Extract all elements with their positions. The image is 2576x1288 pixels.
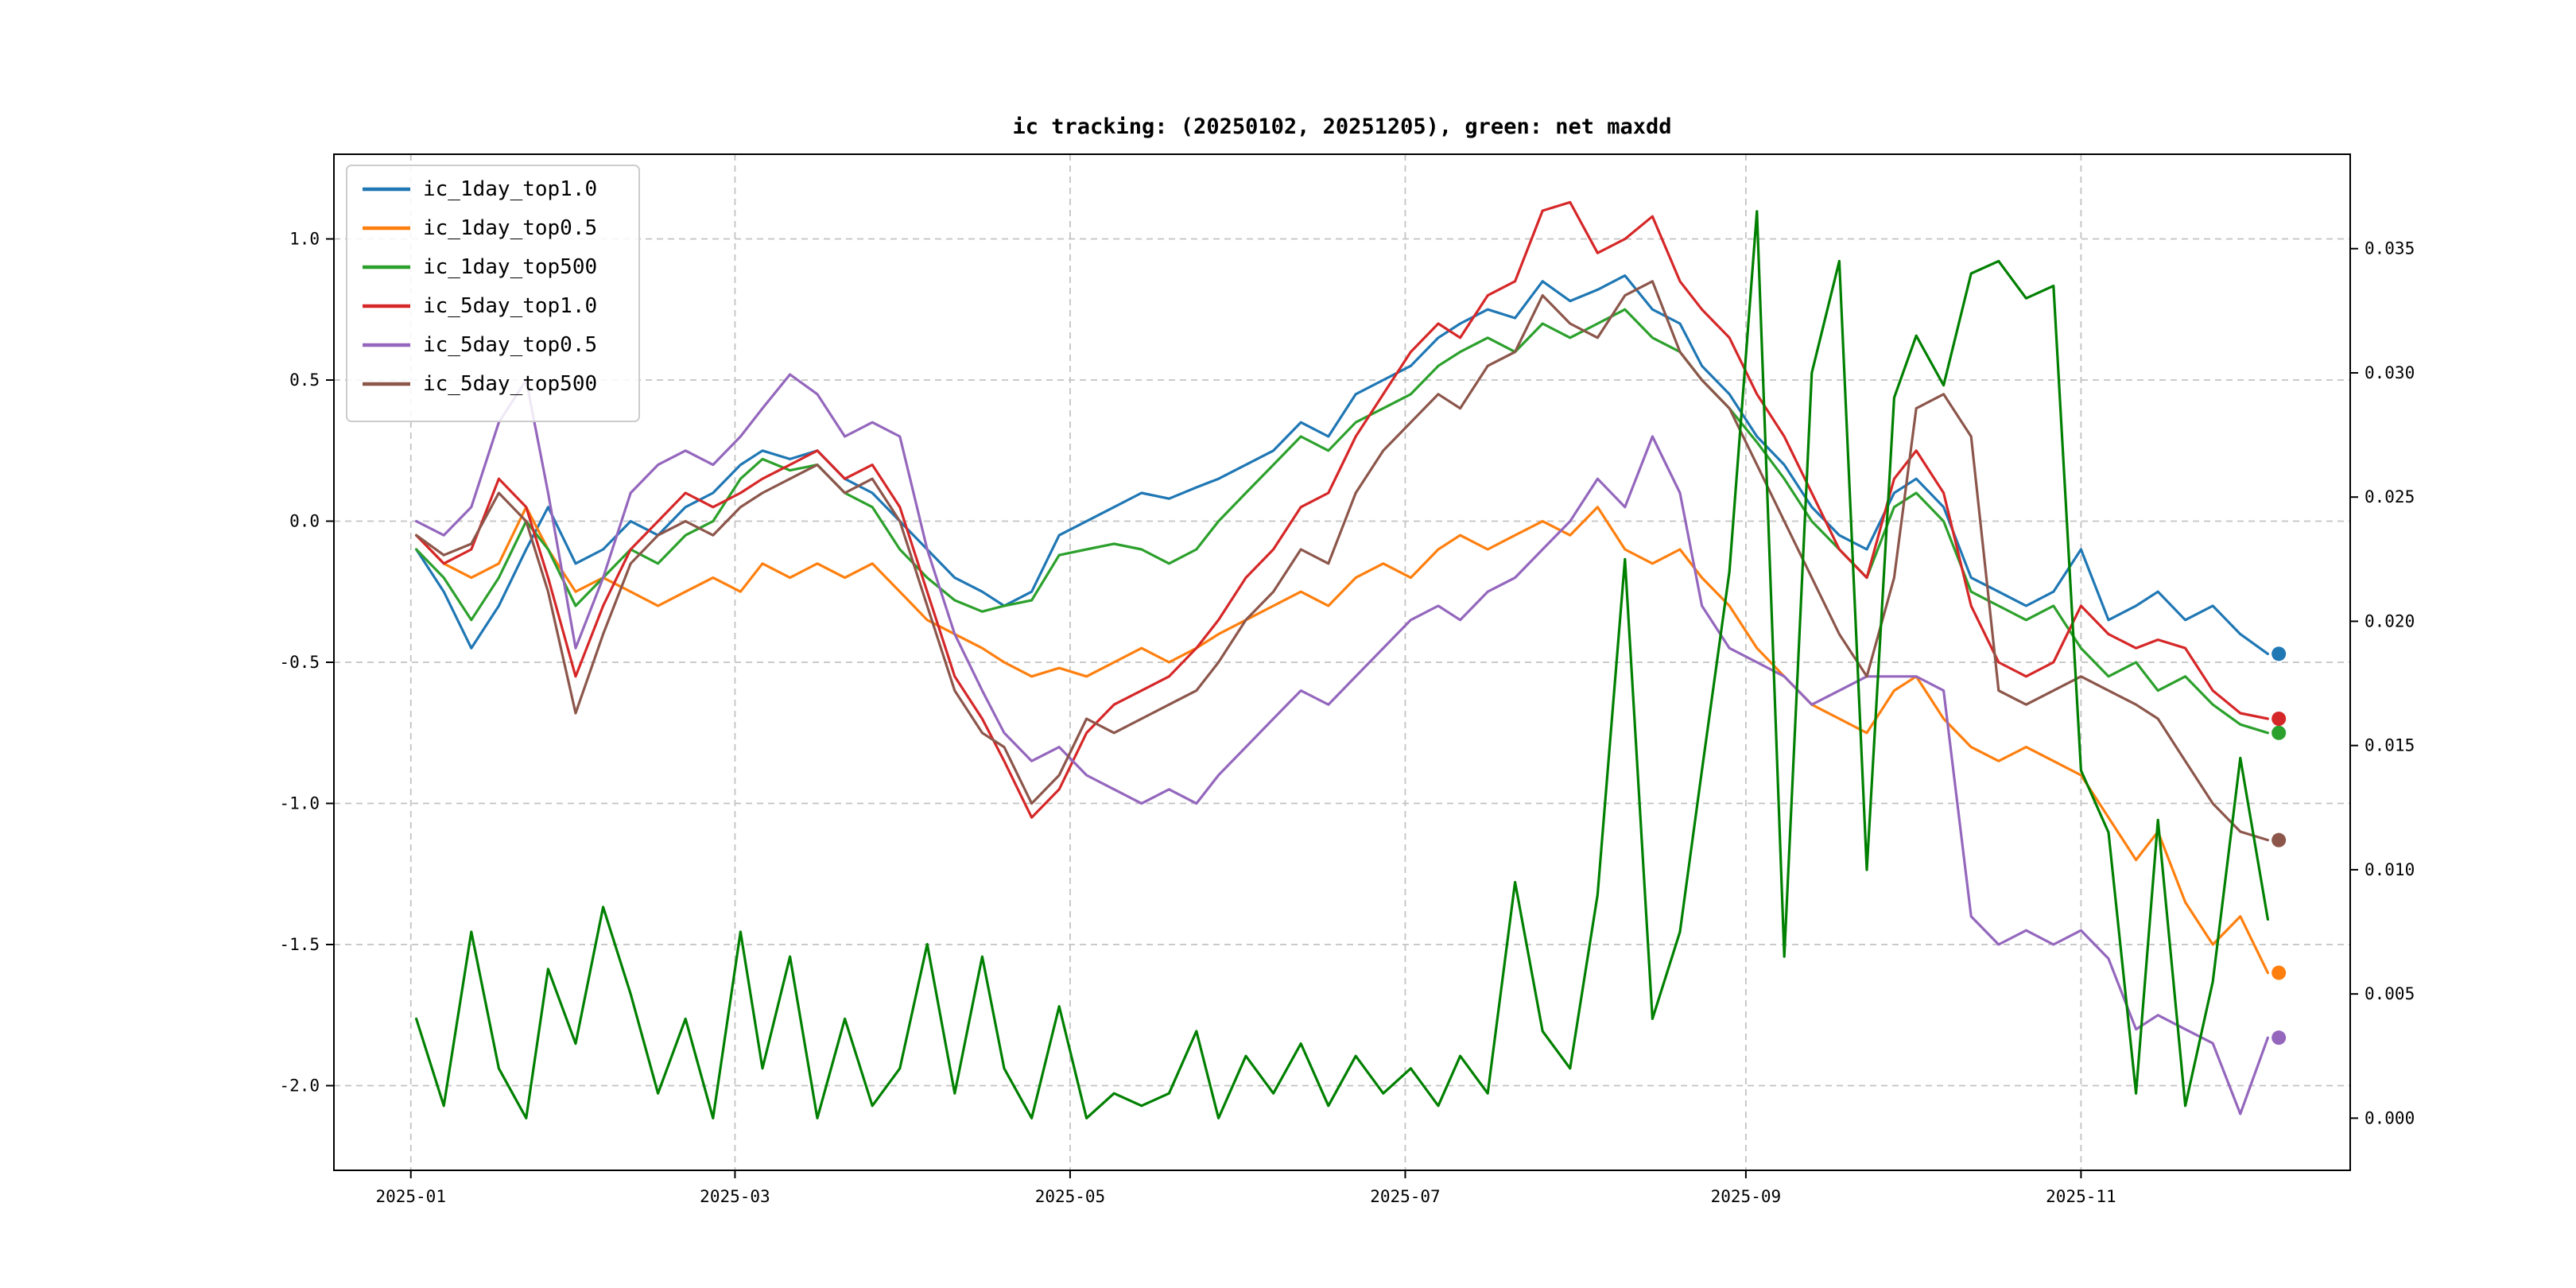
series-lines <box>414 200 2269 1120</box>
legend-label-ic_1day_top500: ic_1day_top500 <box>423 255 597 279</box>
yright-tick-label-4: 0.020 <box>2365 611 2415 630</box>
yleft-tick-label-2: 0.0 <box>289 512 320 531</box>
legend-entry-ic_1day_top0.5: ic_1day_top0.5 <box>363 216 597 240</box>
yleft-tick-label-4: -1.0 <box>279 794 320 813</box>
yright-tick-label-7: 0.035 <box>2365 239 2415 258</box>
series-line-ic_5day_top0.5 <box>414 373 2269 1115</box>
yright-tick-label-3: 0.015 <box>2365 736 2415 755</box>
end-marker-ic_1day_top500 <box>2271 725 2287 740</box>
series-line-ic_5day_top1.0 <box>414 200 2269 819</box>
end-marker-ic_5day_top500 <box>2271 832 2287 848</box>
end-marker-ic_1day_top0.5 <box>2271 965 2287 980</box>
yleft-tick-label-5: -1.5 <box>279 935 320 954</box>
x-tick-label-2: 2025-05 <box>1035 1187 1106 1206</box>
yright-tick-label-0: 0.000 <box>2365 1108 2415 1127</box>
x-tick-label-3: 2025-07 <box>1370 1187 1441 1206</box>
legend-entry-ic_1day_top1.0: ic_1day_top1.0 <box>363 177 597 201</box>
end-marker-ic_5day_top1.0 <box>2271 712 2287 726</box>
end-markers <box>2271 646 2287 1046</box>
axes-ticks: 2025-01 2025-03 2025-05 2025-07 2025-09 2025-… <box>279 230 2415 1207</box>
legend-label-ic_5day_top1.0: ic_5day_top1.0 <box>423 294 597 318</box>
legend-label-ic_5day_top500: ic_5day_top500 <box>423 372 597 396</box>
x-tick-label-0: 2025-01 <box>375 1187 446 1206</box>
legend-entry-ic_5day_top500: ic_5day_top500 <box>363 372 597 396</box>
legend-entry-ic_1day_top500: ic_1day_top500 <box>363 255 597 279</box>
yright-tick-label-1: 0.005 <box>2365 984 2415 1003</box>
chart-title: ic tracking: (20250102, 20251205), green… <box>1012 114 1671 139</box>
series-line-ic_1day_top1.0 <box>414 274 2269 656</box>
end-marker-ic_5day_top0.5 <box>2271 1030 2287 1046</box>
x-tick-label-4: 2025-09 <box>1711 1187 1782 1206</box>
yright-tick-label-5: 0.025 <box>2365 487 2415 506</box>
yleft-tick-label-1: 0.5 <box>289 370 320 390</box>
legend-box <box>346 165 640 422</box>
legend-label-ic_5day_top0.5: ic_5day_top0.5 <box>423 333 597 357</box>
yleft-tick-label-3: -0.5 <box>279 653 320 672</box>
series-line-ic_5day_top500 <box>414 280 2269 842</box>
end-marker-ic_1day_top1.0 <box>2271 646 2287 661</box>
legend-entry-ic_5day_top0.5: ic_5day_top0.5 <box>363 333 597 357</box>
yleft-tick-label-6: -2.0 <box>279 1077 320 1096</box>
legend: ic_1day_top1.0 ic_1day_top0.5 ic_1day_top5… <box>346 165 640 422</box>
yright-tick-label-2: 0.010 <box>2365 860 2415 879</box>
x-tick-label-5: 2025-11 <box>2046 1187 2116 1206</box>
yright-tick-label-6: 0.030 <box>2365 363 2415 382</box>
series-line-net_maxdd <box>414 210 2269 1120</box>
legend-entry-ic_5day_top1.0: ic_5day_top1.0 <box>363 294 597 318</box>
yleft-tick-label-0: 1.0 <box>289 230 320 249</box>
series-line-ic_1day_top0.5 <box>414 506 2269 975</box>
x-tick-label-1: 2025-03 <box>700 1187 770 1206</box>
legend-label-ic_1day_top1.0: ic_1day_top1.0 <box>423 177 597 201</box>
legend-label-ic_1day_top0.5: ic_1day_top0.5 <box>423 216 597 240</box>
